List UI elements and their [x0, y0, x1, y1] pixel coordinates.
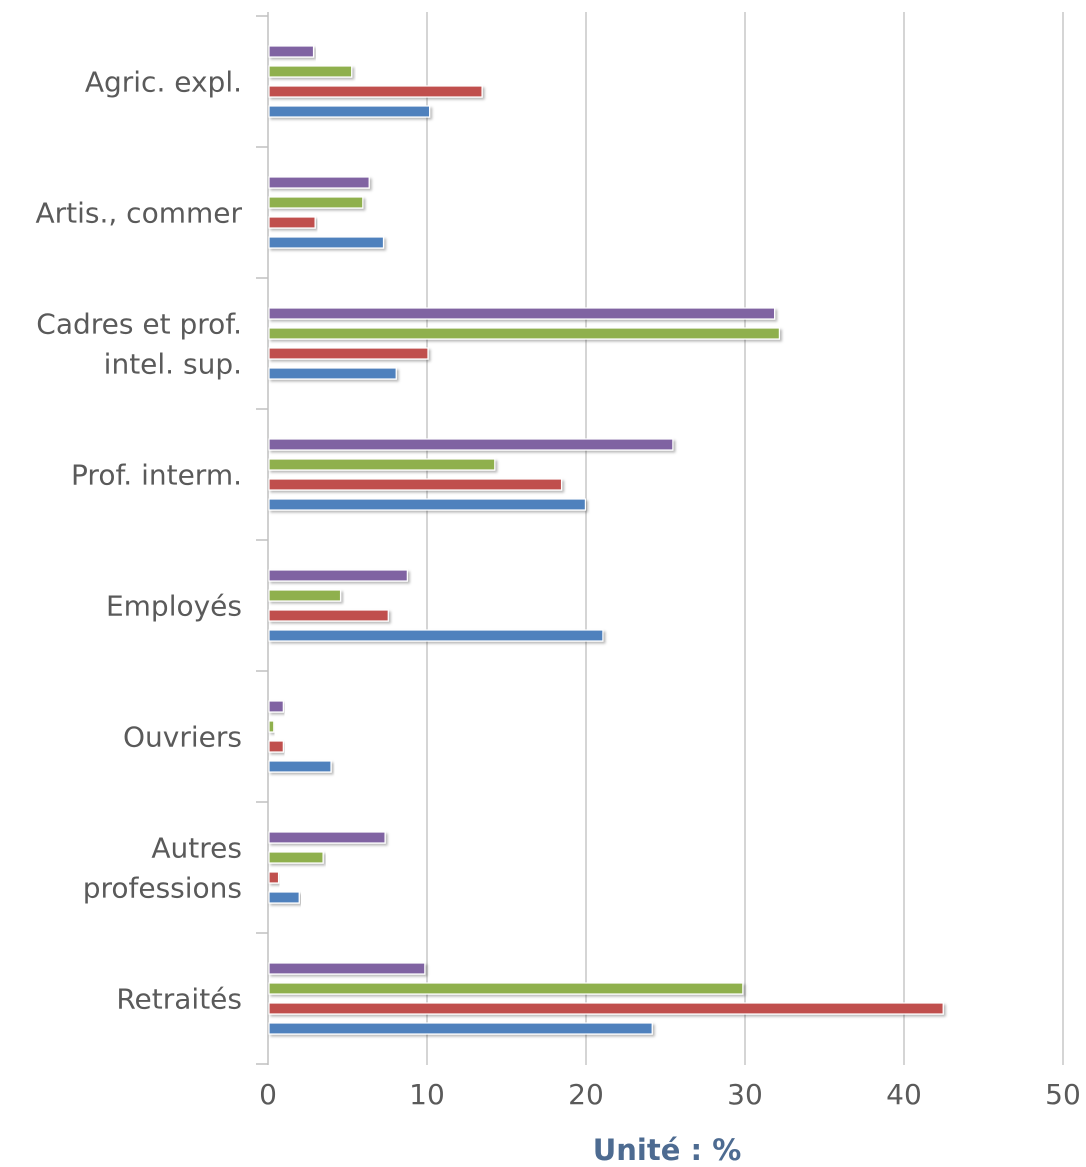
category-label: intel. sup.: [104, 348, 242, 381]
bar: [268, 962, 426, 975]
bar: [268, 307, 776, 320]
bar: [268, 1002, 944, 1015]
bar: [268, 367, 397, 380]
category-label: Cadres et prof.: [36, 308, 242, 341]
bar: [268, 569, 408, 582]
grid-lines: [426, 12, 1064, 1065]
category-label: Employés: [106, 590, 242, 623]
bar: [268, 478, 563, 491]
bar: [268, 871, 280, 884]
category-label: Agric. expl.: [85, 66, 242, 99]
x-tick-label: 40: [886, 1078, 922, 1111]
bar: [268, 740, 284, 753]
bar: [268, 589, 342, 602]
bar: [268, 700, 284, 713]
labels: 0 10 20 30 40 50 Agric. expl. Artis., commer Cad…: [35, 66, 1080, 1112]
bar: [268, 458, 496, 471]
bar: [268, 176, 370, 189]
x-tick-label: 0: [259, 1078, 277, 1111]
bar: [268, 65, 353, 78]
axes: [256, 12, 269, 1065]
x-tick-label: 20: [568, 1078, 604, 1111]
bar: [268, 347, 429, 360]
x-tick-label: 30: [727, 1078, 763, 1111]
bar: [268, 327, 780, 340]
bar: [268, 236, 385, 249]
category-label: Ouvriers: [123, 721, 242, 754]
bar: [268, 1022, 653, 1035]
bar: [268, 760, 332, 773]
category-label: Retraités: [116, 983, 242, 1016]
bar: [268, 85, 483, 98]
bar: [268, 105, 431, 118]
category-label: Prof. interm.: [71, 459, 242, 492]
x-tick-label: 10: [409, 1078, 445, 1111]
bars: [268, 45, 944, 1035]
category-label: Artis., commer: [35, 197, 242, 230]
bar: [268, 438, 674, 451]
bar: [268, 216, 316, 229]
bar: [268, 45, 315, 58]
x-axis-title: Unité : %: [593, 1133, 742, 1167]
bar: [268, 982, 744, 995]
bar: [268, 629, 604, 642]
bar: [268, 609, 389, 622]
bar: [268, 720, 275, 733]
bar: [268, 851, 324, 864]
bar: [268, 498, 587, 511]
bar: [268, 831, 386, 844]
x-tick-label: 50: [1045, 1078, 1081, 1111]
category-label: Autres: [151, 832, 242, 865]
bar: [268, 196, 364, 209]
category-label: professions: [83, 872, 242, 905]
bar: [268, 891, 300, 904]
